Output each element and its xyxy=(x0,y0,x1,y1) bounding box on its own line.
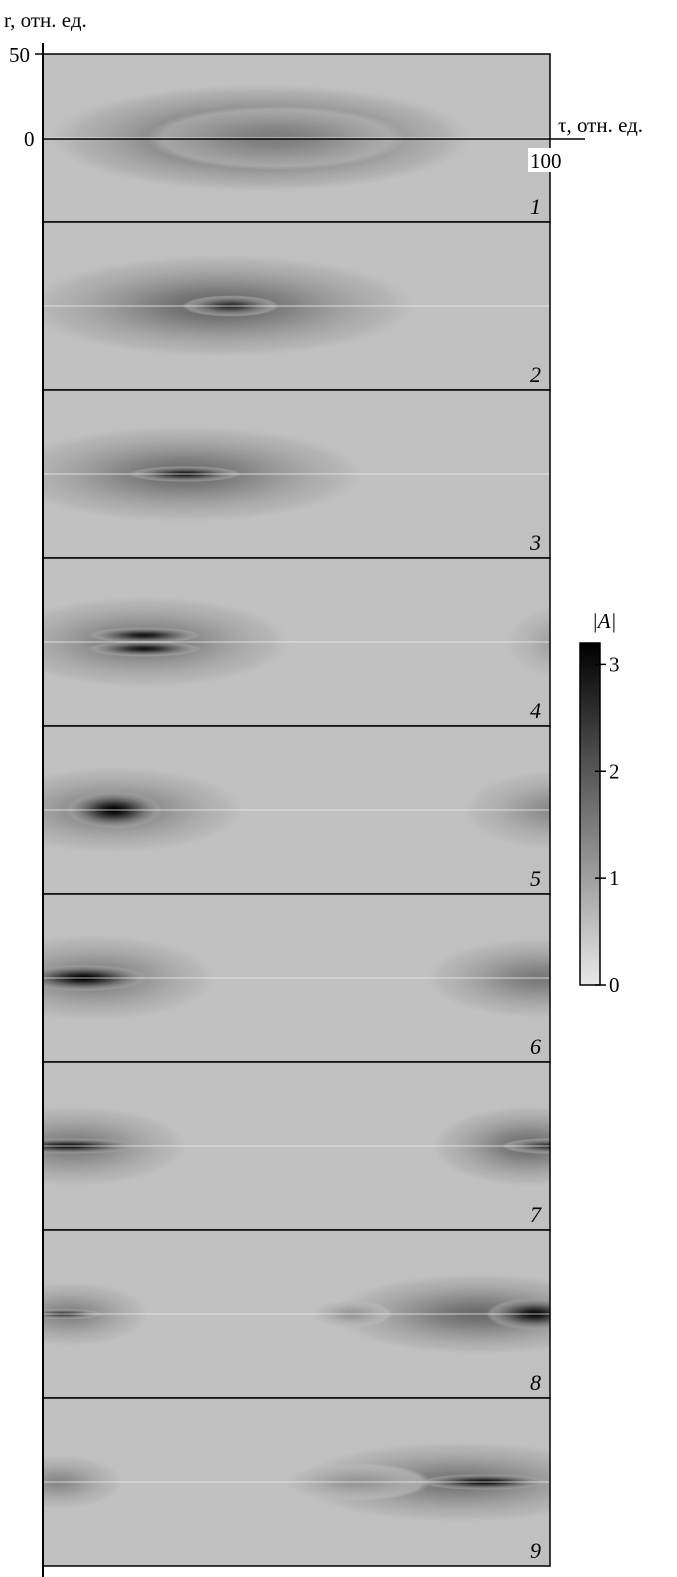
colorbar-tick-label: 3 xyxy=(609,652,620,676)
panel-1 xyxy=(43,54,550,222)
intensity-blob xyxy=(87,640,202,657)
panel-5 xyxy=(43,726,550,894)
y-axis-label: r, отн. ед. xyxy=(4,8,87,32)
panel-label-2: 2 xyxy=(530,362,541,387)
y-tick-label-0: 0 xyxy=(24,127,35,151)
panel-2 xyxy=(43,222,550,390)
x-tick-label-100: 100 xyxy=(530,149,562,173)
panel-label-6: 6 xyxy=(530,1034,541,1059)
panel-label-8: 8 xyxy=(530,1370,541,1395)
panel-6 xyxy=(43,894,550,1062)
panel-label-4: 4 xyxy=(530,698,541,723)
panel-label-9: 9 xyxy=(530,1538,541,1563)
colorbar-tick-label: 1 xyxy=(609,866,620,890)
panel-4 xyxy=(43,558,550,726)
panel-labels: 1 2 3 4 5 6 7 8 9 xyxy=(529,194,542,1563)
colorbar-title: |A| xyxy=(592,609,616,633)
panel-9 xyxy=(43,1398,550,1566)
colorbar-ticks: 3 2 1 0 xyxy=(595,652,620,997)
panel-label-5: 5 xyxy=(530,866,541,891)
colorbar: |A| 3 2 1 0 xyxy=(579,609,620,997)
panel-label-1: 1 xyxy=(530,194,541,219)
intensity-blob xyxy=(87,627,202,644)
colorbar-gradient xyxy=(579,642,601,986)
panel-7 xyxy=(43,1062,550,1230)
heatmap-panels xyxy=(42,53,551,1567)
panel-8 xyxy=(43,1230,550,1398)
panel-label-3: 3 xyxy=(529,530,541,555)
colorbar-tick-label: 0 xyxy=(609,973,620,997)
x-axis-label: τ, отн. ед. xyxy=(558,113,643,137)
panel-label-7: 7 xyxy=(530,1202,542,1227)
panel-3 xyxy=(43,390,550,558)
x-tick-label-bg xyxy=(528,148,570,172)
y-tick-label-50: 50 xyxy=(9,43,30,67)
colorbar-tick-label: 2 xyxy=(609,759,620,783)
